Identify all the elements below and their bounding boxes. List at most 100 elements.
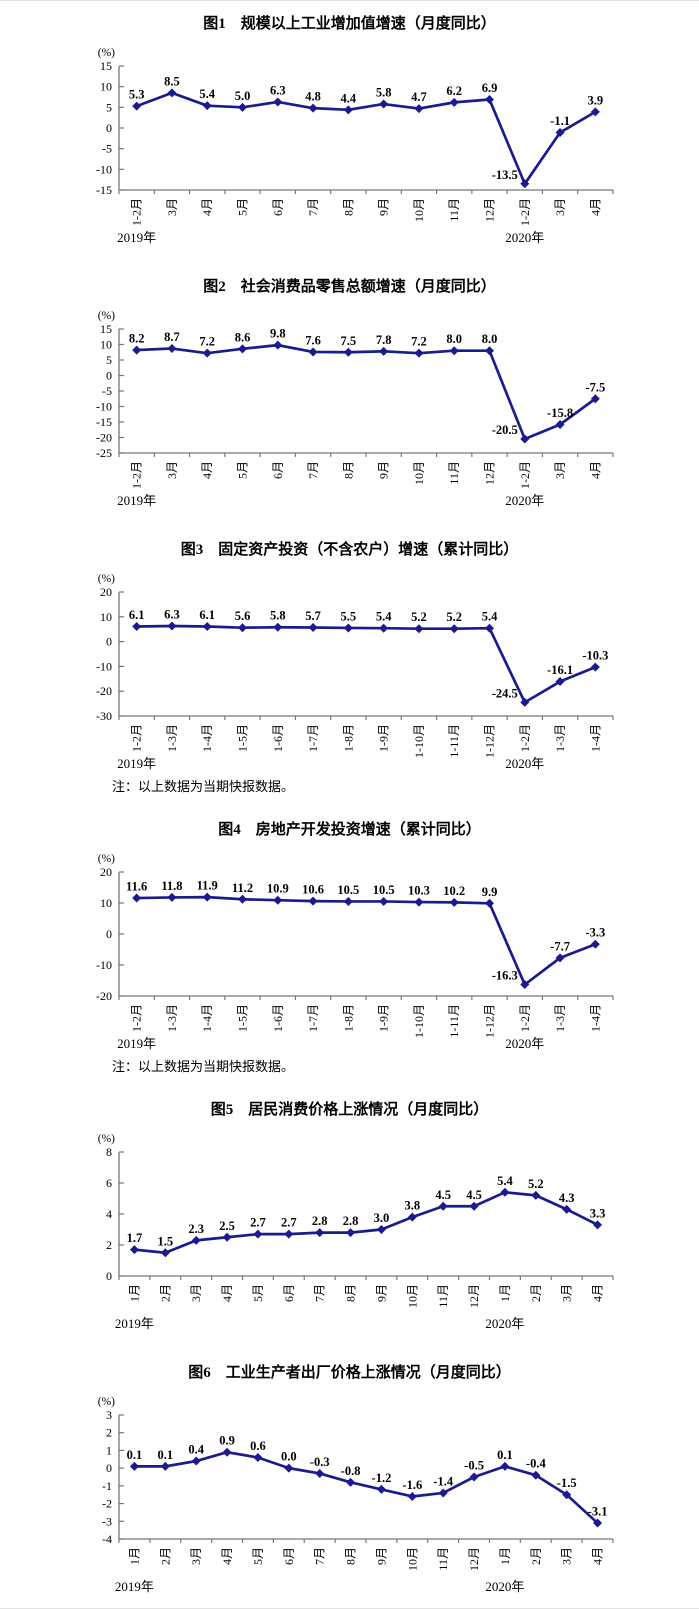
x-category-label: 1-2月: [130, 461, 144, 489]
data-value-label: 3.3: [590, 1206, 606, 1220]
data-value-label: 0.1: [158, 1448, 174, 1462]
x-category-label: 4月: [220, 1547, 234, 1565]
data-point-marker: [500, 1461, 510, 1471]
chart-note-4: 注：以上数据为当期快报数据。: [112, 1059, 295, 1074]
data-point-marker: [308, 622, 318, 632]
data-point-marker: [238, 623, 247, 633]
x-category-label: 4月: [591, 1284, 605, 1302]
data-point-marker: [253, 1229, 263, 1239]
x-category-label-group: 1-2月: [130, 198, 144, 226]
data-point-marker: [343, 105, 353, 115]
line-chart-real-estate-investment: 20 10 0 -10 -20 (%) 11.6 11.8 11.9 11.2 10.9 10.6 10…: [96, 853, 614, 1051]
x-category-label-group: 8月: [344, 1284, 358, 1302]
x-category-label-group: 9月: [377, 198, 391, 216]
x-category-label-group: 1-4月: [588, 1004, 602, 1032]
axis-unit-label: (%): [98, 47, 115, 59]
x-category-label: 6月: [282, 1547, 296, 1565]
x-category-label-group: 9月: [374, 1547, 388, 1565]
x-category-label: 3月: [165, 198, 179, 216]
axis-unit-label: (%): [98, 1396, 115, 1408]
x-category-label: 9月: [374, 1547, 388, 1565]
data-point-marker: [531, 1190, 541, 1200]
data-point-marker: [590, 394, 600, 404]
data-point-marker: [590, 107, 600, 117]
year-label: 2020年: [505, 230, 544, 245]
x-category-label: 6月: [282, 1284, 296, 1302]
data-value-label: 5.5: [341, 609, 357, 623]
data-point-marker: [273, 97, 283, 107]
data-value-label: 5.0: [235, 89, 251, 103]
y-tick-label: 4: [106, 1207, 112, 1221]
data-point-marker: [449, 624, 459, 634]
data-point-marker: [562, 1204, 572, 1214]
x-category-label: 1-3月: [553, 724, 567, 752]
x-category-label-group: 4月: [200, 198, 214, 216]
series-line: [135, 624, 597, 704]
x-category-label: 1月: [127, 1284, 141, 1302]
x-category-label: 11月: [447, 461, 461, 485]
data-value-label: 2.8: [343, 1214, 359, 1228]
x-category-label: 3月: [553, 461, 567, 479]
y-tick-label: -20: [96, 684, 112, 698]
data-value-label: 3.9: [588, 93, 604, 107]
data-value-label: -0.5: [464, 1459, 484, 1473]
x-category-label: 7月: [306, 198, 320, 216]
x-category-label: 3月: [560, 1284, 574, 1302]
data-point-marker: [376, 1225, 386, 1234]
y-tick-label: 15: [100, 59, 112, 73]
data-value-label: 3.8: [405, 1199, 421, 1213]
series-line: [135, 91, 597, 186]
x-category-label-group: 9月: [374, 1284, 388, 1302]
data-value-label: 8.0: [482, 332, 498, 346]
data-point-marker: [202, 892, 212, 902]
x-category-label-group: 3月: [560, 1547, 574, 1565]
data-value-label: 2.7: [250, 1216, 266, 1230]
data-value-label: -7.5: [585, 380, 605, 394]
data-value-label: 7.2: [199, 335, 215, 349]
data-point-marker: [531, 1470, 541, 1480]
data-point-marker: [343, 896, 353, 906]
data-point-marker: [379, 623, 389, 633]
chart-title-4: 图4 房地产开发投资增速（累计同比）: [218, 822, 481, 838]
data-value-label: 11.9: [197, 879, 218, 893]
data-point-marker: [343, 623, 353, 633]
data-value-label: 2.7: [281, 1216, 297, 1230]
x-category-label-group: 12月: [483, 198, 497, 222]
x-category-label: 1-9月: [377, 724, 391, 752]
data-point-marker: [202, 101, 212, 111]
x-category-label-group: 1-2月: [518, 461, 532, 489]
x-category-label: 4月: [591, 1547, 605, 1565]
y-tick-label: 0: [106, 635, 112, 649]
x-category-label: 12月: [467, 1547, 481, 1571]
x-category-label: 1-8月: [341, 1004, 355, 1032]
x-category-label: 9月: [374, 1284, 388, 1302]
line-chart-ppi: 3 2 1 0 -1 -2 -3 -4 (%) 0.1 0.1 0.4 0.9 0.6 0.0 -0.3 -0.…: [98, 1396, 614, 1594]
x-category-label: 1-2月: [518, 1004, 532, 1032]
data-value-label: -13.5: [492, 168, 518, 182]
data-value-label: -16.1: [547, 663, 573, 677]
x-category-label: 1-11月: [447, 724, 461, 758]
data-point-marker: [469, 1472, 479, 1482]
figure-6: 图6 工业生产者出厂价格上涨情况（月度同比） 3 2 1 0 -1 -2 -3 -4 (%) 0.…: [0, 1363, 699, 1601]
x-category-label: 5月: [251, 1547, 265, 1565]
x-category-label-group: 1-2月: [518, 1004, 532, 1032]
x-category-label: 6月: [271, 198, 285, 216]
data-point-marker: [132, 101, 142, 111]
data-point-marker: [414, 348, 424, 358]
x-category-label: 3月: [189, 1547, 203, 1565]
y-tick-label: 1: [106, 1443, 112, 1457]
y-tick-label: 6: [106, 1176, 112, 1190]
data-value-label: 5.4: [376, 610, 392, 624]
x-category-label: 4月: [200, 461, 214, 479]
data-point-marker: [379, 896, 389, 906]
data-value-label: 5.4: [199, 87, 215, 101]
data-value-label: -15.8: [547, 406, 573, 420]
data-value-label: -1.4: [433, 1474, 454, 1488]
x-category-label: 12月: [483, 461, 497, 485]
data-point-marker: [129, 1461, 139, 1471]
series-line: [135, 343, 597, 441]
x-category-label-group: 10月: [405, 1284, 419, 1308]
data-point-marker: [449, 346, 459, 356]
data-value-label: 4.8: [305, 90, 321, 104]
y-tick-label: -20: [96, 989, 112, 1003]
